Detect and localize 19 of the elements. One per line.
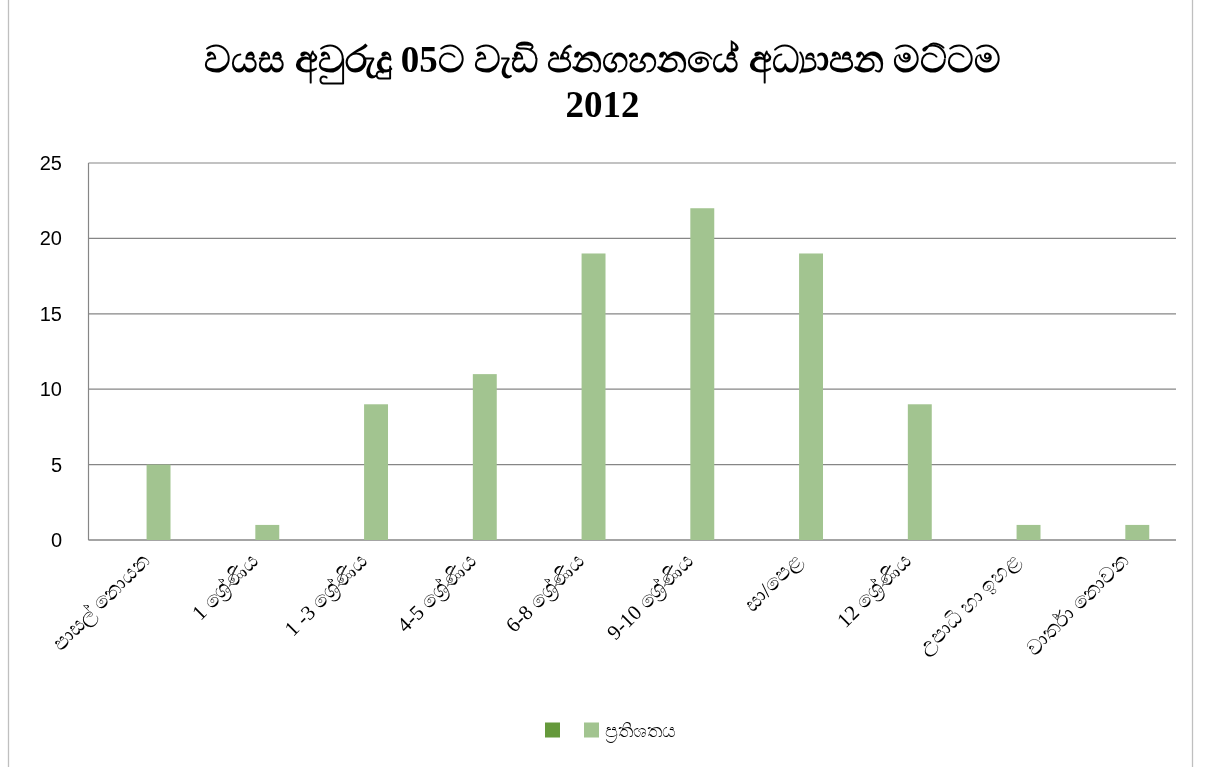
y-tick-label: 5 xyxy=(50,453,62,476)
bar xyxy=(255,524,280,540)
bar xyxy=(690,208,715,540)
chart-title: වයස අවුරුදු 05ට වැඩි ජනගහනයේ අධ්‍යාපන මට්ටම 2012 xyxy=(204,39,1001,125)
y-tick-label: 10 xyxy=(39,378,62,401)
bar xyxy=(799,253,824,540)
bar xyxy=(581,253,606,540)
legend: ප්‍රතිශතය xyxy=(545,719,676,741)
y-tick-label: 25 xyxy=(39,152,62,174)
bar xyxy=(472,374,497,540)
bar xyxy=(1125,524,1150,540)
y-tick-label: 0 xyxy=(50,529,62,551)
legend-label: ප්‍රතිශතය xyxy=(605,719,676,743)
y-tick-label: 20 xyxy=(39,227,62,250)
bar xyxy=(146,464,171,540)
bar xyxy=(907,404,932,540)
y-tick-label: 15 xyxy=(39,302,62,325)
bar xyxy=(364,404,389,540)
bar xyxy=(1016,524,1041,540)
